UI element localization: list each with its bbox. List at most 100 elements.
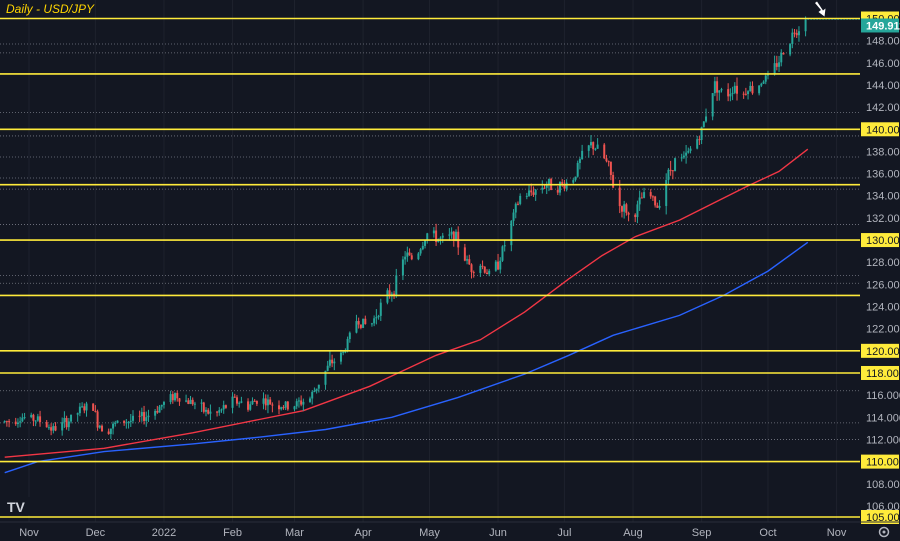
candle-body [266, 399, 269, 406]
candle-body [501, 246, 504, 261]
candle-body [65, 417, 68, 428]
candle-body [235, 397, 238, 404]
price-tick-label: 134.000 [866, 191, 900, 203]
candle-body [441, 235, 444, 238]
price-tick-label: 105.000 [866, 512, 900, 524]
candle-body [143, 412, 146, 421]
candle-body [634, 214, 637, 218]
candle-body [308, 398, 311, 402]
candle-body [665, 179, 668, 206]
candle-body [8, 421, 11, 423]
settings-gear-icon[interactable] [878, 526, 890, 538]
candle-body [140, 412, 143, 417]
candle-body [503, 245, 506, 247]
tradingview-logo-icon[interactable]: TV [4, 497, 30, 515]
candle-body [47, 427, 50, 429]
candle-body [793, 32, 796, 34]
candle-body [185, 400, 188, 402]
candle-body [169, 394, 172, 403]
candle-body [640, 197, 643, 199]
candle-body [448, 234, 451, 236]
candle-body [654, 196, 657, 206]
candle-body [388, 290, 391, 297]
candle-body [718, 90, 721, 93]
candle-body [534, 189, 537, 195]
candle-body [791, 32, 794, 45]
candle-body [627, 212, 630, 215]
candle-body [295, 401, 298, 407]
candle-body [530, 190, 533, 193]
price-level-badge [861, 343, 899, 358]
candle-body [574, 176, 577, 181]
candle-body [716, 81, 719, 93]
time-tick-label: Apr [355, 527, 372, 539]
candle-body [607, 161, 610, 163]
fast-moving-average-line [4, 148, 809, 458]
price-tick-label: 130.000 [866, 235, 900, 247]
price-tick-label: 124.000 [866, 302, 900, 314]
candle-body [94, 410, 97, 412]
candle-body [565, 182, 568, 189]
candle-body [656, 205, 659, 208]
candle-body [592, 142, 595, 150]
price-tick-label: 138.000 [866, 146, 900, 158]
candle-body [674, 158, 677, 172]
candle-body [202, 402, 205, 412]
time-tick-label: Mar [285, 527, 304, 539]
candle-body [83, 406, 86, 411]
price-tick-label: 112.000 [866, 434, 900, 446]
candle-body [406, 252, 409, 257]
candle-body [408, 252, 411, 256]
candle-body [67, 421, 70, 428]
candle-body [264, 398, 267, 406]
candle-body [377, 315, 380, 318]
candle-body [357, 321, 360, 325]
candle-body [698, 139, 701, 141]
candle-body [758, 85, 761, 94]
price-axis-panel[interactable] [860, 0, 900, 541]
candle-body [516, 203, 519, 205]
candle-body [589, 142, 592, 146]
candle-body [649, 192, 652, 197]
candle-body [689, 148, 692, 151]
candle-body [519, 195, 522, 204]
candle-body [364, 318, 367, 325]
chart-title: Daily - USD/JPY [6, 2, 95, 16]
candle-body [426, 233, 429, 241]
candle-body [284, 401, 287, 408]
candle-body [379, 302, 382, 316]
candle-body [45, 422, 48, 428]
price-tick-label: 146.000 [866, 58, 900, 70]
candle-body [189, 399, 192, 404]
candle-body [559, 182, 561, 193]
price-level-badge [861, 233, 899, 248]
candle-body [233, 396, 236, 398]
candle-body [50, 427, 53, 431]
candle-body [638, 197, 641, 205]
candle-body [747, 91, 750, 95]
price-level-badge [861, 454, 899, 469]
candle-body [216, 411, 219, 413]
candle-body [625, 204, 628, 213]
candle-body [238, 402, 241, 404]
candle-body [32, 414, 35, 421]
candle-body [317, 384, 320, 389]
candle-body [247, 401, 250, 410]
candle-body [218, 410, 221, 413]
price-tick-label: 142.000 [866, 102, 900, 114]
candle-body [19, 421, 22, 423]
price-tick-label: 116.000 [866, 390, 900, 402]
svg-text:TV: TV [7, 499, 26, 515]
candle-body [220, 409, 223, 411]
price-tick-label: 132.000 [866, 213, 900, 225]
candle-body [455, 231, 458, 241]
candle-body [578, 159, 581, 163]
candle-body [651, 196, 654, 198]
candle-body [479, 265, 482, 273]
candle-body [547, 178, 550, 185]
time-tick-label: Jul [557, 527, 571, 539]
candle-body [682, 155, 685, 158]
price-tick-label: 114.000 [866, 412, 900, 424]
candle-body [200, 402, 203, 404]
